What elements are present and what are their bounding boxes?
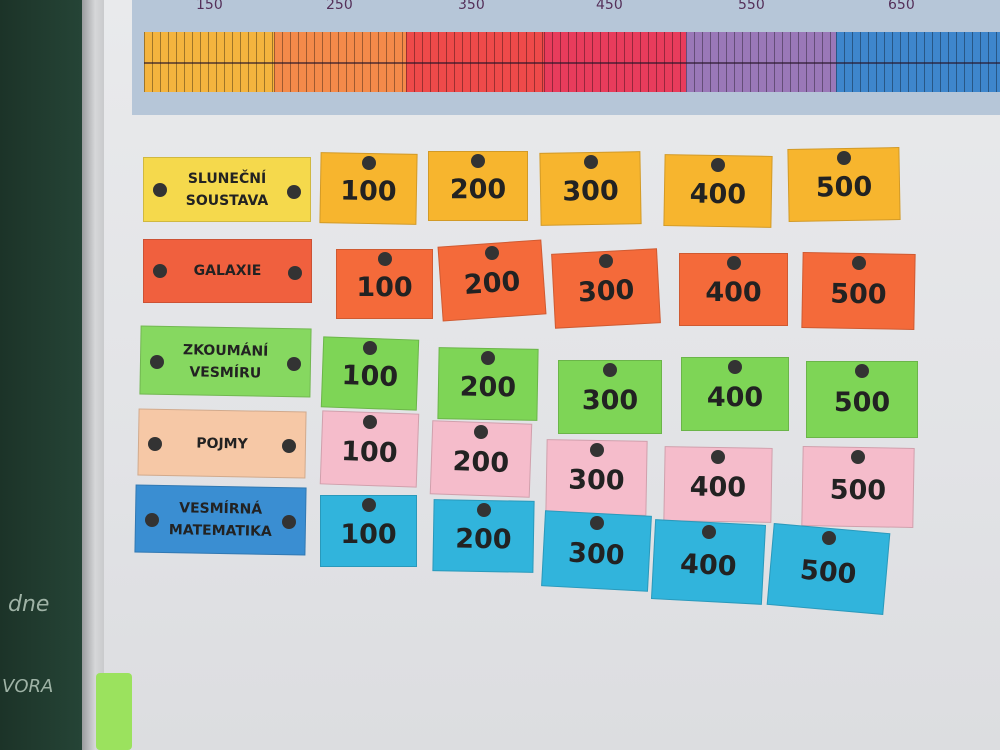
chalk-text: VORA (2, 676, 54, 697)
ruler-segment (144, 32, 274, 92)
point-card-label: 500 (833, 387, 891, 418)
magnet (481, 351, 495, 365)
point-card-label: 300 (581, 384, 639, 416)
ruler-segment (686, 32, 836, 92)
magnet (701, 525, 716, 539)
category-label: VESMÍRNÁ MATEMATIKA (134, 484, 307, 556)
point-card-label: 100 (356, 271, 413, 303)
point-card-label: 300 (577, 274, 636, 309)
point-card-label: 300 (567, 464, 625, 497)
magnet (287, 184, 301, 199)
board-frame (82, 0, 104, 750)
magnet (851, 450, 865, 464)
ruler-label: 550 (738, 0, 765, 13)
magnet (726, 256, 741, 270)
category-label-label: ZKOUMÁNÍ VESMÍRU (182, 341, 269, 382)
point-card-label: 300 (567, 537, 626, 571)
magnet (288, 266, 302, 280)
magnet (603, 363, 617, 377)
point-card-label: 200 (459, 371, 517, 403)
magnet (471, 154, 485, 168)
magnet (150, 354, 164, 369)
point-card-label: 200 (449, 173, 507, 205)
magnet (363, 341, 377, 355)
category-label-label: VESMÍRNÁ MATEMATIKA (168, 500, 272, 540)
magnet (148, 436, 162, 451)
category-label-label: GALAXIE (193, 263, 262, 279)
ruler-label: 450 (596, 0, 623, 13)
magnet (711, 450, 725, 464)
category-label: GALAXIE (143, 239, 312, 303)
ruler-segment (406, 32, 544, 92)
magnet (855, 364, 869, 378)
chalk-text: dne (8, 592, 50, 617)
point-card-label: 200 (452, 445, 510, 479)
point-card-label: 100 (339, 175, 397, 208)
category-label: ZKOUMÁNÍ VESMÍRU (139, 325, 312, 398)
magnet (583, 155, 598, 169)
point-card-label: 400 (705, 277, 762, 308)
point-card-label: 300 (562, 175, 620, 208)
magnet (282, 438, 296, 453)
ruler-label: 650 (888, 0, 915, 13)
point-card-label: 200 (463, 266, 522, 301)
ruler-label: 150 (196, 0, 223, 13)
magnet (589, 443, 604, 457)
magnet (362, 415, 377, 429)
point-card-label: 400 (689, 471, 747, 504)
point-card-label: 500 (829, 474, 887, 506)
point-card-label: 400 (679, 548, 738, 582)
number-ruler: 150 250 350 450 550 650 (132, 0, 1000, 115)
chalkboard: dne VORA (0, 0, 82, 750)
marker (96, 673, 132, 750)
magnet (287, 356, 301, 371)
magnet (282, 515, 296, 529)
point-card-label: 400 (689, 178, 747, 210)
magnet (821, 531, 836, 545)
magnet (361, 156, 376, 170)
point-card-label: 100 (340, 435, 399, 469)
magnet (485, 246, 499, 260)
point-card-label: 100 (341, 360, 399, 393)
category-label-label: SLUNEČNÍ SOUSTAVA (185, 170, 269, 209)
ruler-segment (274, 32, 406, 92)
point-card: 500 (806, 361, 918, 438)
category-label-label: POJMY (196, 435, 248, 452)
point-card-label: 500 (829, 278, 887, 310)
magnet (728, 360, 742, 374)
ruler-segment (836, 32, 1000, 92)
point-card-label: 200 (454, 523, 512, 555)
magnet (851, 256, 866, 270)
magnet (711, 158, 725, 172)
magnet (837, 151, 851, 165)
magnet (476, 503, 491, 517)
point-card: 400 (681, 357, 789, 431)
point-card-label: 100 (340, 518, 397, 550)
magnet (153, 182, 167, 197)
point-card-label: 400 (706, 381, 764, 413)
point-card-label: 500 (815, 171, 873, 204)
magnet (361, 498, 376, 512)
ruler-label: 250 (326, 0, 353, 13)
magnet (599, 254, 613, 268)
ruler-label: 350 (458, 0, 485, 13)
category-label: SLUNEČNÍ SOUSTAVA (143, 157, 311, 222)
point-card-label: 500 (798, 554, 858, 590)
ruler-segment (544, 32, 686, 92)
magnet (145, 513, 159, 527)
magnet (474, 425, 488, 439)
magnet (589, 516, 604, 530)
magnet (153, 264, 167, 278)
magnet (377, 252, 392, 266)
